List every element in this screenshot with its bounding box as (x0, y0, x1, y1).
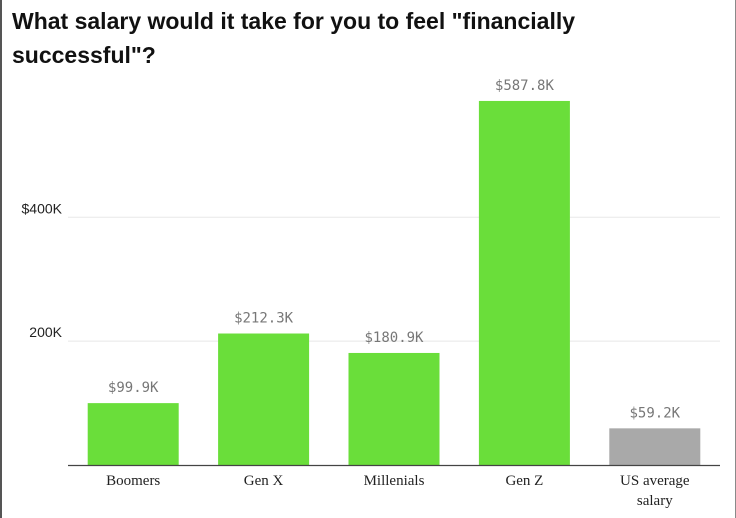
bars (87, 100, 701, 465)
x-tick-label: US average salary (620, 473, 690, 509)
gridlines (68, 216, 720, 342)
data-label: $587.8K (495, 78, 555, 94)
y-tick-label: 200K (29, 324, 62, 340)
y-axis-ticks: 200K $400K (22, 200, 63, 340)
data-label: $59.2K (630, 405, 681, 421)
data-label: $212.3K (234, 311, 294, 327)
bar (348, 352, 440, 465)
chart-title: What salary would it take for you to fee… (12, 8, 576, 68)
window-left-edge (0, 0, 2, 518)
data-label: $180.9K (364, 330, 424, 346)
x-tick-label: Gen Z (505, 473, 543, 489)
y-tick-label: $400K (22, 200, 63, 216)
data-labels: $99.9K $212.3K $180.9K $587.8K $59.2K (108, 78, 681, 421)
x-tick-label: Gen X (244, 473, 284, 489)
bar (478, 100, 570, 465)
x-axis-ticks: Boomers Gen X Millenials Gen Z US average sal… (106, 473, 690, 509)
x-tick-label: Millenials (364, 473, 425, 489)
x-tick-label: Boomers (106, 473, 160, 489)
bar (87, 403, 179, 465)
bar (218, 333, 310, 465)
data-label: $99.9K (108, 380, 159, 396)
bar (609, 428, 701, 465)
